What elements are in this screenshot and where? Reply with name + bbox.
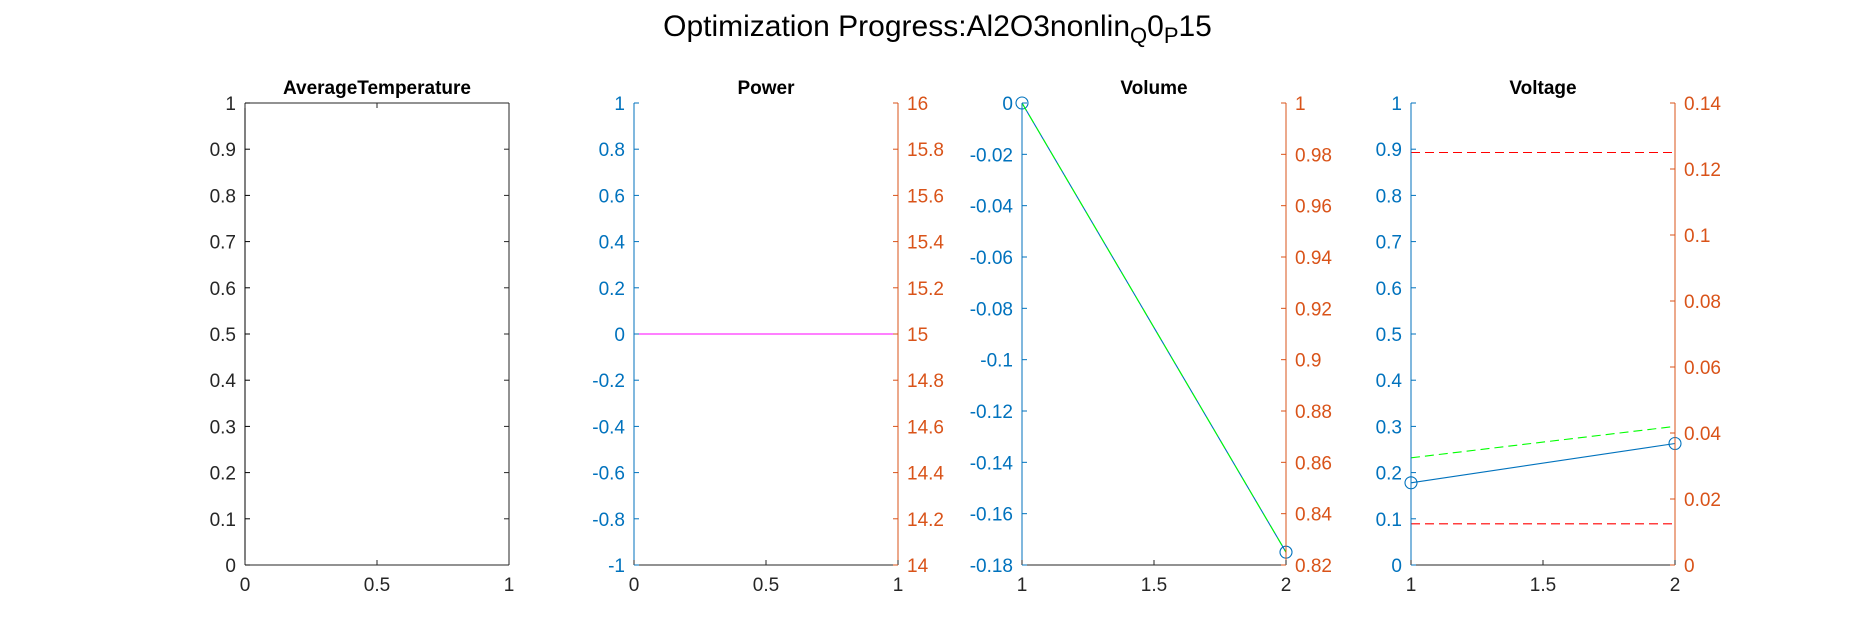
right-y-tick-label: 15.6 — [907, 186, 944, 207]
left-y-tick-label: 0.8 — [599, 140, 625, 161]
right-y-tick-label: 15.4 — [907, 233, 944, 254]
left-y-tick-label: -0.02 — [970, 145, 1013, 166]
x-tick-label: 0 — [629, 575, 640, 596]
left-y-tick-label: 0 — [1002, 94, 1013, 115]
x-tick-label: 1 — [893, 575, 904, 596]
right-y-tick-label: 14.8 — [907, 371, 944, 392]
subplot-3: Volume 1 1.5 2 -0.18 -0.16 -0.14 -0.12 -0.1 -0.08… — [970, 78, 1333, 596]
x-tick-label: 1.5 — [1530, 575, 1556, 596]
right-y-tick-label: 15.2 — [907, 279, 944, 300]
left-y-tick-label: 0.1 — [210, 510, 236, 531]
right-y-tick-label: 14.4 — [907, 464, 944, 485]
left-y-tick-label: 1 — [614, 94, 625, 115]
subplot-2: Power 0 0.5 1 -1 -0.8 -0.6 -0.4 -0.2 0 0.2 0.4 0.6 0.… — [592, 78, 944, 596]
left-y-tick-label: 0.7 — [210, 233, 236, 254]
series-volume-right — [1021, 102, 1287, 553]
x-tick-label: 2 — [1281, 575, 1292, 596]
x-tick-label: 1 — [504, 575, 515, 596]
left-y-tick-label: 0.3 — [210, 417, 236, 438]
right-y-tick-label: 0 — [1684, 556, 1695, 577]
subplot-title: Voltage — [1509, 78, 1576, 99]
x-tick-label: 0.5 — [364, 575, 390, 596]
subplot-1: AverageTemperature 0 0.5 1 0 0.1 0.2 0.3 0.4 0.5 0… — [210, 78, 515, 596]
right-y-tick-label: 0.88 — [1295, 402, 1332, 423]
right-y-tick-label: 0.14 — [1684, 94, 1721, 115]
left-y-tick-label: 0.5 — [210, 325, 236, 346]
right-y-tick-label: 0.04 — [1684, 424, 1721, 445]
left-y-tick-label: 0.2 — [1376, 464, 1402, 485]
left-y-tick-label: -0.08 — [970, 299, 1013, 320]
left-y-tick-label: -0.6 — [592, 464, 625, 485]
left-y-tick-label: -0.06 — [970, 248, 1013, 269]
right-y-tick-label: 0.92 — [1295, 299, 1332, 320]
left-y-tick-label: 0.8 — [1376, 186, 1402, 207]
left-y-tick-label: -0.1 — [980, 351, 1013, 372]
left-y-tick-label: -0.14 — [970, 453, 1014, 474]
left-y-tick-label: 0 — [614, 325, 625, 346]
right-y-tick-label: 0.94 — [1295, 248, 1332, 269]
left-y-tick-label: 0.2 — [599, 279, 625, 300]
left-y-tick-label: 1 — [1391, 94, 1402, 115]
left-y-tick-label: 0.6 — [1376, 279, 1402, 300]
subplot-title: AverageTemperature — [283, 78, 471, 99]
figure-title: Optimization Progress:Al2O3nonlinQ0P15 — [663, 10, 1212, 48]
x-tick-label: 1.5 — [1141, 575, 1167, 596]
right-y-tick-label: 0.06 — [1684, 358, 1721, 379]
left-y-tick-label: -0.18 — [970, 556, 1013, 577]
right-y-tick-label: 0.02 — [1684, 490, 1721, 511]
subplot-title: Power — [737, 78, 795, 99]
subplot-title: Volume — [1120, 78, 1187, 99]
right-y-tick-label: 16 — [907, 94, 928, 115]
right-y-tick-label: 0.86 — [1295, 453, 1332, 474]
left-y-tick-label: 0.9 — [1376, 140, 1402, 161]
x-tick-label: 0 — [240, 575, 251, 596]
left-y-tick-label: 0.4 — [599, 233, 626, 254]
left-y-tick-label: -0.2 — [592, 371, 625, 392]
left-y-tick-label: 0.3 — [1376, 417, 1402, 438]
right-y-tick-label: 0.12 — [1684, 160, 1721, 181]
right-y-tick-label: 14 — [907, 556, 929, 577]
right-y-tick-label: 14.2 — [907, 510, 944, 531]
right-y-tick-label: 14.6 — [907, 417, 944, 438]
right-y-tick-label: 0.82 — [1295, 556, 1332, 577]
left-y-tick-label: -0.4 — [592, 417, 625, 438]
x-tick-label: 2 — [1670, 575, 1681, 596]
x-tick-label: 1 — [1406, 575, 1417, 596]
right-y-tick-label: 0.08 — [1684, 292, 1721, 313]
left-y-tick-label: -0.04 — [970, 197, 1014, 218]
right-y-tick-label: 15.8 — [907, 140, 944, 161]
series-voltage-left — [1410, 442, 1676, 484]
left-y-tick-label: 0.8 — [210, 186, 236, 207]
left-y-tick-label: -0.12 — [970, 402, 1013, 423]
left-y-tick-label: 0.4 — [210, 371, 237, 392]
left-y-tick-label: 1 — [225, 94, 236, 115]
right-y-tick-label: 0.1 — [1684, 226, 1710, 247]
right-y-tick-label: 0.84 — [1295, 505, 1332, 526]
left-y-tick-label: 0.7 — [1376, 233, 1402, 254]
left-y-tick-label: 0 — [1391, 556, 1402, 577]
left-y-tick-label: 0.6 — [599, 186, 625, 207]
left-y-tick-label: -1 — [608, 556, 625, 577]
right-y-tick-label: 15 — [907, 325, 928, 346]
left-y-tick-label: 0.4 — [1376, 371, 1403, 392]
right-y-tick-label: 1 — [1295, 94, 1306, 115]
left-y-tick-label: 0.1 — [1376, 510, 1402, 531]
series-voltage-green — [1410, 425, 1676, 459]
left-y-tick-label: -0.8 — [592, 510, 625, 531]
left-y-tick-label: -0.16 — [970, 505, 1013, 526]
left-y-tick-label: 0.2 — [210, 464, 236, 485]
x-tick-label: 0.5 — [753, 575, 779, 596]
right-y-tick-label: 0.9 — [1295, 351, 1321, 372]
left-y-tick-label: 0 — [225, 556, 236, 577]
left-y-tick-label: 0.5 — [1376, 325, 1402, 346]
right-y-tick-label: 0.96 — [1295, 197, 1332, 218]
right-y-tick-label: 0.98 — [1295, 145, 1332, 166]
x-tick-label: 1 — [1017, 575, 1028, 596]
left-y-tick-label: 0.6 — [210, 279, 236, 300]
left-y-tick-label: 0.9 — [210, 140, 236, 161]
